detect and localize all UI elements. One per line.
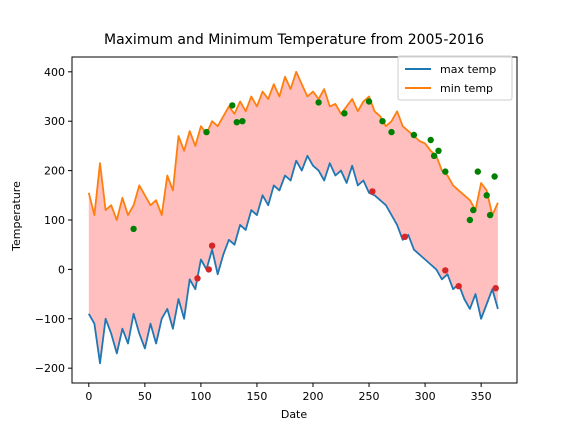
- scatter-point-record-highs: [341, 110, 348, 117]
- scatter-point-record-highs: [466, 216, 474, 224]
- range-fill-area: [88, 71, 498, 364]
- y-tick-label: 100: [44, 214, 65, 227]
- legend: max temp min temp: [397, 55, 513, 101]
- scatter-point-record-highs: [435, 147, 442, 154]
- scatter-point-record-highs: [379, 118, 386, 125]
- scatter-point-record-highs: [470, 206, 477, 214]
- legend-max-label: max temp: [440, 63, 496, 76]
- scatter-point-record-lows: [205, 266, 212, 273]
- scatter-point-record-highs: [239, 118, 246, 125]
- scatter-point-record-highs: [233, 119, 240, 126]
- series-line-max-temp: [88, 154, 499, 365]
- scatter-point-record-highs: [315, 99, 322, 106]
- x-tick-label: 350: [471, 390, 492, 403]
- scatter-point-record-highs: [365, 98, 373, 105]
- plot-area: 0 50 100 150 200 250 300 350 −200 −100 0 100 200 300 4…: [35, 56, 518, 403]
- scatter-point-record-lows: [442, 267, 449, 274]
- scatter-point-record-lows: [369, 188, 376, 195]
- x-tick-label: 0: [85, 390, 92, 403]
- scatter-point-record-lows: [492, 285, 499, 292]
- x-tick-label: 250: [359, 390, 380, 403]
- scatter-point-record-lows: [194, 275, 201, 282]
- x-tick-label: 300: [415, 390, 436, 403]
- chart-title: Maximum and Minimum Temperature from 200…: [104, 32, 484, 48]
- scatter-point-record-lows: [208, 242, 216, 249]
- x-tick-label: 150: [246, 390, 267, 403]
- legend-min-label: min temp: [440, 82, 493, 95]
- scatter-point-record-highs: [410, 131, 418, 139]
- y-tick-label: 200: [44, 165, 65, 178]
- x-tick-label: 50: [138, 390, 152, 403]
- y-tick-label: −100: [35, 313, 65, 326]
- scatter-point-record-highs: [491, 173, 498, 180]
- y-tick-label: 0: [58, 263, 65, 276]
- scatter-point-record-highs: [203, 128, 210, 136]
- scatter-point-record-lows: [401, 233, 409, 240]
- y-tick-label: −200: [35, 362, 65, 375]
- y-tick-label: 400: [44, 66, 65, 79]
- scatter-point-record-highs: [486, 211, 494, 219]
- y-axis-label: Temperature: [10, 181, 23, 252]
- scatter-point-record-highs: [427, 136, 434, 144]
- scatter-point-record-highs: [442, 168, 449, 175]
- scatter-point-record-highs: [130, 225, 137, 233]
- x-axis-label: Date: [281, 408, 308, 421]
- y-tick-label: 300: [44, 115, 65, 128]
- scatter-point-record-highs: [430, 152, 438, 159]
- x-tick-label: 200: [302, 390, 323, 403]
- series-line-min-temp: [87, 70, 499, 221]
- scatter-point-record-highs: [483, 192, 490, 199]
- scatter-point-record-highs: [388, 128, 395, 136]
- x-tick-label: 100: [190, 390, 211, 403]
- scatter-point-record-highs: [474, 168, 481, 175]
- scatter-point-record-lows: [455, 283, 462, 290]
- scatter-point-record-highs: [229, 102, 236, 109]
